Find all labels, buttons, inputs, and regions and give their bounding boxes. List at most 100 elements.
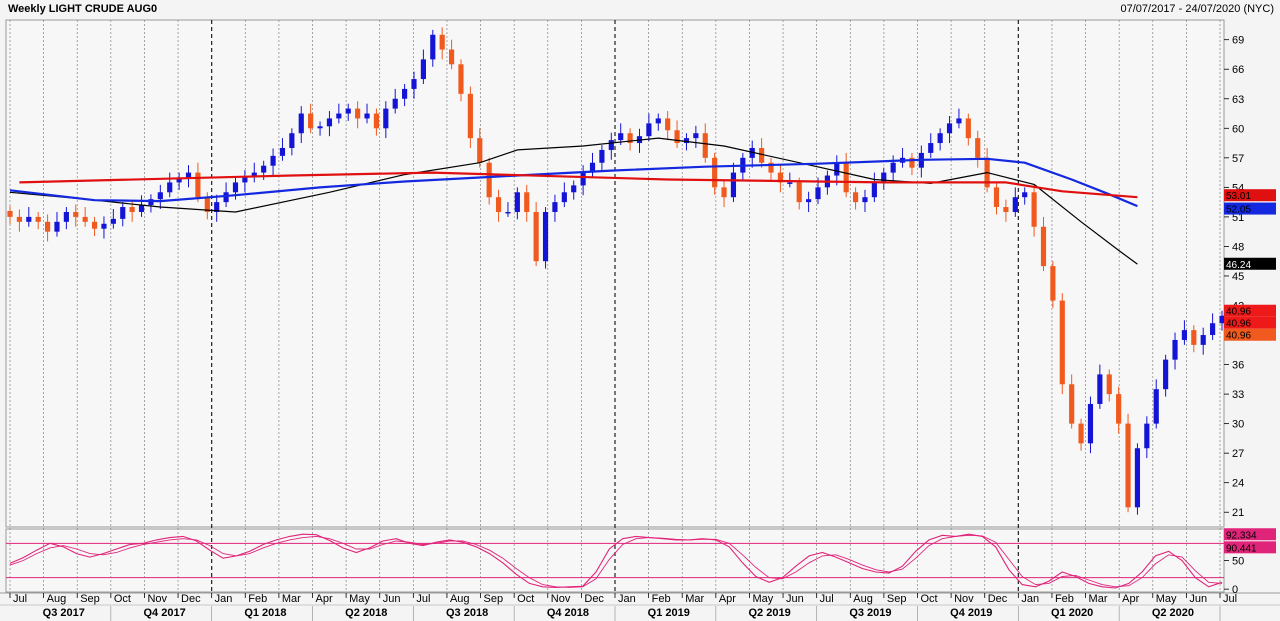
candle-body — [326, 118, 333, 127]
y-tick-label: 69 — [1232, 35, 1244, 47]
y-tick-label: 45 — [1232, 271, 1244, 283]
candle-body — [373, 113, 380, 129]
candle-body — [345, 108, 351, 114]
candle-body — [1144, 423, 1150, 449]
candle-body — [946, 123, 953, 134]
candle-body — [242, 177, 248, 183]
candle-body — [63, 211, 69, 222]
candle-body — [1106, 374, 1112, 395]
candle-body — [336, 113, 342, 119]
y-tick-label: 27 — [1232, 448, 1244, 460]
candle-body — [251, 172, 257, 178]
quarter-label: Q3 2017 — [43, 607, 85, 619]
candle-body — [871, 182, 877, 198]
month-label: Jan — [618, 593, 636, 605]
y-tick-label: 66 — [1232, 64, 1244, 76]
osc-y-tick-label: 50 — [1232, 556, 1244, 568]
candle-body — [16, 216, 22, 222]
ma-red-line — [19, 171, 1138, 199]
y-tick-label: 33 — [1232, 389, 1244, 401]
month-label: Jul — [13, 593, 27, 605]
quarter-label: Q2 2018 — [345, 607, 387, 619]
candle-body — [1172, 339, 1178, 360]
candle-body — [1003, 207, 1009, 212]
candle-body — [806, 199, 812, 203]
ma-black-line — [9, 137, 1138, 265]
price-tag-label: 53.01 — [1226, 191, 1251, 202]
candle-body — [448, 49, 455, 65]
candle-body — [138, 205, 145, 212]
candle-body — [993, 187, 1000, 208]
month-label: Oct — [114, 593, 131, 605]
y-tick-label: 24 — [1232, 478, 1244, 490]
price-tag-label: 40.96 — [1226, 331, 1251, 342]
candle-body — [392, 98, 398, 109]
candle-body — [646, 123, 652, 137]
candle-body — [1087, 403, 1094, 444]
candle-body — [270, 155, 276, 166]
quarter-label: Q4 2019 — [950, 607, 992, 619]
candle-body — [495, 197, 502, 212]
osc-tag — [1224, 528, 1276, 541]
month-label: Jun — [383, 593, 401, 605]
price-tag — [1224, 304, 1276, 317]
price-tag — [1224, 257, 1276, 270]
month-label: May — [349, 593, 370, 605]
candle-body — [1210, 323, 1216, 336]
candle-body — [195, 172, 201, 198]
price-tag-label: 52.05 — [1226, 205, 1251, 216]
candle-body — [430, 34, 436, 60]
candle-body — [54, 221, 60, 232]
candle-body — [759, 147, 765, 163]
price-tag-label: 40.96 — [1226, 319, 1251, 330]
candle-body — [524, 192, 530, 212]
candle-body — [232, 182, 239, 193]
candle-body — [204, 197, 210, 212]
candle-body — [439, 34, 445, 50]
month-label: Jul — [1223, 593, 1237, 605]
osc-tag-label: 92.334 — [1226, 530, 1257, 541]
candle-body — [110, 218, 116, 224]
candle-body — [796, 182, 802, 203]
month-label: Aug — [450, 593, 470, 605]
candle-body — [589, 162, 596, 173]
month-label: Sep — [484, 593, 504, 605]
candle-body — [176, 177, 182, 183]
candle-body — [167, 182, 173, 193]
osc-k-line — [9, 533, 1223, 589]
candle-body — [505, 211, 511, 214]
month-label: Dec — [584, 593, 604, 605]
candle-body — [1012, 197, 1018, 212]
candle-body — [7, 210, 13, 217]
candle-body — [956, 118, 962, 124]
candle-body — [101, 223, 107, 229]
candle-body — [1069, 384, 1075, 424]
month-label: May — [1156, 593, 1177, 605]
month-label: Mar — [282, 593, 301, 605]
candle-body — [721, 187, 727, 198]
candle-body — [364, 113, 370, 119]
quarter-label: Q2 2020 — [1152, 607, 1194, 619]
osc-d-line — [9, 534, 1223, 588]
candle-body — [298, 113, 304, 134]
candle-body — [1040, 226, 1047, 267]
candle-body — [1125, 423, 1131, 508]
candle-body — [1050, 266, 1056, 301]
candle-body — [157, 192, 163, 200]
quarter-label: Q4 2018 — [547, 607, 589, 619]
y-tick-label: 60 — [1232, 123, 1244, 135]
candle-body — [1031, 192, 1037, 227]
month-label: Jul — [416, 593, 430, 605]
y-tick-label: 36 — [1232, 360, 1244, 372]
quarter-label: Q1 2020 — [1051, 607, 1093, 619]
candle-body — [815, 187, 821, 200]
price-tag — [1224, 189, 1276, 202]
ma-blue-line — [9, 157, 1138, 208]
candle-body — [542, 211, 549, 262]
month-label: Nov — [147, 593, 167, 605]
candle-body — [730, 172, 737, 198]
candle-body — [965, 118, 971, 139]
month-label: Jun — [786, 593, 804, 605]
